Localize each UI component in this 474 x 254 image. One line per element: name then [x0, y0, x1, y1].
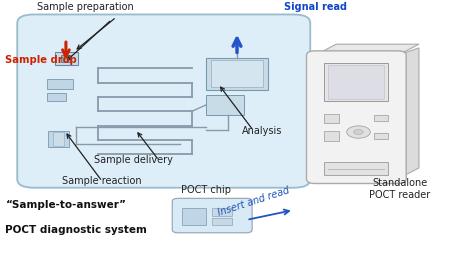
- Bar: [212, 208, 232, 216]
- Text: Sample drop: Sample drop: [5, 55, 77, 65]
- Bar: [48, 131, 69, 147]
- Polygon shape: [315, 44, 419, 55]
- Polygon shape: [398, 48, 419, 179]
- Bar: [46, 79, 73, 89]
- Text: Sample reaction: Sample reaction: [62, 177, 142, 186]
- Bar: [206, 58, 268, 90]
- Bar: [61, 55, 71, 62]
- Bar: [324, 114, 338, 123]
- Bar: [212, 218, 232, 225]
- Bar: [182, 208, 206, 225]
- Bar: [211, 60, 263, 87]
- Bar: [328, 65, 384, 99]
- Text: Signal read: Signal read: [284, 2, 347, 12]
- FancyBboxPatch shape: [17, 14, 310, 188]
- Bar: [55, 52, 78, 65]
- Bar: [46, 93, 66, 101]
- Text: POCT diagnostic system: POCT diagnostic system: [5, 225, 147, 235]
- Bar: [324, 63, 388, 101]
- Bar: [374, 133, 388, 139]
- Text: POCT chip: POCT chip: [181, 185, 231, 195]
- Bar: [324, 162, 388, 175]
- Text: Analysis: Analysis: [242, 126, 282, 136]
- Circle shape: [346, 126, 370, 138]
- Text: “Sample-to-answer”: “Sample-to-answer”: [5, 200, 127, 210]
- Circle shape: [354, 130, 363, 135]
- Text: Standalone
POCT reader: Standalone POCT reader: [369, 179, 431, 200]
- Text: Sample preparation: Sample preparation: [37, 2, 134, 12]
- Text: Sample delivery: Sample delivery: [93, 155, 173, 165]
- Bar: [324, 131, 338, 141]
- FancyBboxPatch shape: [307, 51, 406, 183]
- Bar: [374, 115, 388, 121]
- Text: Insert and read: Insert and read: [217, 185, 291, 217]
- Bar: [206, 95, 244, 115]
- Bar: [53, 132, 64, 146]
- FancyBboxPatch shape: [172, 198, 252, 233]
